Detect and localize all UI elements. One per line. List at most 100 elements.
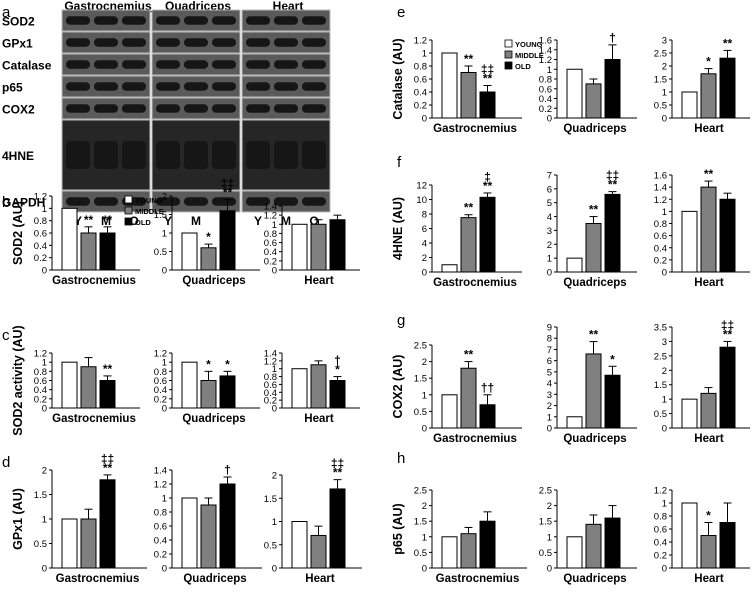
significance-mark: ** — [483, 72, 493, 86]
bar-old — [479, 404, 496, 429]
blot-band — [184, 82, 208, 91]
y-tick-label: 0.8 — [264, 229, 277, 240]
bar-middle — [460, 72, 477, 119]
y-tick-label: 3.5 — [654, 323, 667, 334]
legend-label-young: YOUNG — [515, 40, 543, 49]
blot-band — [302, 38, 326, 47]
legend-swatch-young — [124, 195, 133, 204]
blot-band — [122, 16, 146, 25]
significance-mark: ** — [223, 186, 233, 200]
y-tick-label: 0.5 — [654, 409, 667, 420]
blot-band — [156, 82, 180, 91]
y-tick-label: 0.4 — [264, 247, 277, 258]
chart-h3: 0 0.2 0.4 0.6 0.8 1 1.2 * Heart — [654, 486, 750, 585]
chart-e2: 00.20.40.60.811.21.41.6 † Quadriceps — [539, 31, 637, 135]
y-tick-label: 1 — [422, 49, 427, 60]
bar-middle — [700, 392, 717, 429]
bar-middle — [310, 534, 327, 569]
y-tick-label: 12 — [416, 181, 427, 192]
legend-label-middle: MIDDLE — [515, 51, 544, 60]
y-tick-label: 0.2 — [34, 253, 47, 264]
y-tick-label: 0 — [422, 268, 427, 279]
y-tick-label: 2 — [662, 62, 667, 73]
bar-young — [566, 416, 583, 429]
y-tick-label: 2 — [422, 357, 427, 368]
y-tick-label: 0.5 — [654, 101, 667, 112]
chart-c2: 00.20.40.60.811.2 * * Quadriceps — [154, 349, 260, 425]
y-tick-label: 0 — [662, 114, 667, 125]
y-axis-label: COX2 (AU) — [391, 355, 405, 419]
blot-band — [94, 141, 118, 169]
y-tick-label: 0.2 — [414, 101, 427, 112]
blot-band — [274, 197, 298, 206]
bar-middle — [200, 504, 217, 569]
chart-g3: 0 0.5 1 1.5 2 2.5 3 3.5 **‡‡ Heart — [654, 318, 750, 445]
x-axis-label: Quadriceps — [563, 277, 626, 289]
chart-b2: 00.511.52***‡‡Quadriceps — [154, 177, 260, 287]
blot-protein-label: SOD2 — [2, 15, 35, 29]
bar-old — [99, 479, 116, 569]
bar-old — [329, 219, 346, 271]
y-tick-label: 0.4 — [264, 388, 277, 399]
y-tick-label: 1.4 — [264, 349, 277, 360]
y-tick-label: 0.6 — [654, 231, 667, 242]
blot-lane-label: O — [309, 214, 318, 228]
blot-band — [246, 60, 270, 69]
legend-label-old: OLD — [515, 62, 531, 71]
bar-old — [604, 517, 621, 569]
bar-middle — [700, 535, 717, 569]
x-axis-label: Gastrocnemius — [433, 123, 517, 135]
bar-middle — [80, 366, 97, 409]
legend-swatch-old — [504, 61, 513, 70]
significance-mark: ** — [103, 213, 113, 227]
bar-old — [219, 375, 236, 409]
y-tick-label: 1 — [547, 532, 552, 543]
significance-mark: ** — [723, 327, 733, 341]
x-axis-label: Heart — [305, 573, 335, 585]
chart-h1: 0 0.5 1 1.5 2 2.5 Gastrocnemius p65 (AU) — [391, 486, 527, 585]
y-axis-label: GPx1 (AU) — [11, 488, 25, 550]
blot-band — [122, 82, 146, 91]
y-tick-label: 0 — [662, 424, 667, 435]
blot-band — [274, 16, 298, 25]
blot-band — [184, 197, 208, 206]
x-axis-label: Quadriceps — [182, 413, 245, 425]
y-tick-label: 8 — [422, 210, 427, 221]
y-tick-label: 0.8 — [539, 75, 552, 86]
blot-lane-label: M — [191, 214, 201, 228]
panel-letter-h: h — [397, 450, 405, 467]
y-tick-label: 1 — [272, 517, 277, 528]
x-axis-label: Heart — [304, 275, 334, 287]
y-tick-label: 1.5 — [154, 210, 167, 221]
y-tick-label: 0.6 — [264, 380, 277, 391]
y-tick-label: 1.5 — [539, 517, 552, 528]
y-tick-label: 0.5 — [539, 548, 552, 559]
bar-middle — [200, 380, 217, 409]
y-tick-label: 3 — [547, 226, 552, 237]
bar-middle — [460, 367, 477, 429]
y-tick-label: 0.8 — [654, 219, 667, 230]
x-axis-label: Heart — [304, 413, 334, 425]
significance-mark: * — [610, 352, 615, 366]
y-tick-label: 0.6 — [654, 525, 667, 536]
y-tick-label: 2 — [547, 240, 552, 251]
significance-mark: †† — [481, 381, 494, 395]
blot-band — [94, 38, 118, 47]
legend-label-old: OLD — [135, 218, 151, 227]
chart-c3: 00.20.40.60.811.21.4 *† Heart — [264, 349, 360, 425]
significance-mark: ** — [333, 466, 343, 480]
blot-band — [274, 141, 298, 169]
bar-middle — [460, 533, 477, 569]
bar-old — [719, 57, 736, 119]
blot-band — [302, 197, 326, 206]
y-tick-label: 0 — [662, 564, 667, 575]
x-axis-label: Quadriceps — [563, 123, 626, 135]
y-tick-label: 1 — [272, 220, 277, 231]
chart-d2: 0 0.2 0.4 0.6 0.8 1 1.2 1.4 † Quadriceps — [154, 463, 262, 585]
y-tick-label: 1.2 — [654, 486, 667, 497]
y-tick-label: 0.6 — [34, 229, 47, 240]
x-axis-label: Heart — [694, 123, 724, 135]
x-axis-label: Gastrocnemius — [56, 573, 140, 585]
bar-old — [219, 483, 236, 569]
blot-band — [66, 60, 90, 69]
